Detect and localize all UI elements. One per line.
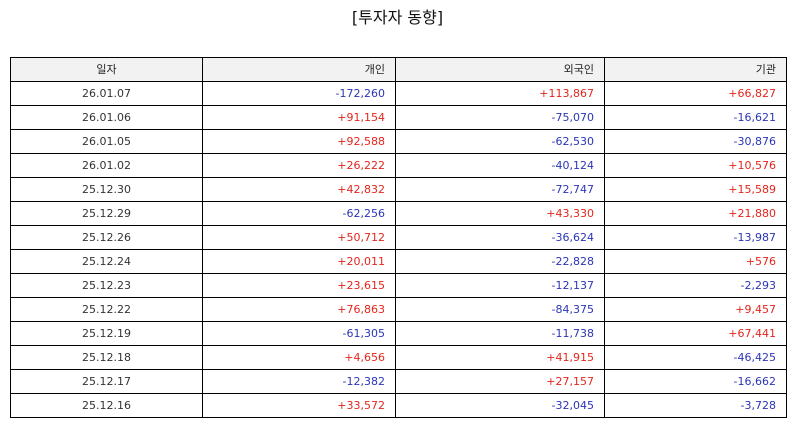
cell-foreign: -72,747 <box>395 177 605 202</box>
table-row: 25.12.30 +42,832 -72,747 +15,589 <box>10 177 787 202</box>
cell-foreign: -22,828 <box>395 249 605 274</box>
cell-foreign: +113,867 <box>395 81 605 106</box>
cell-individual: +33,572 <box>202 393 396 418</box>
cell-individual: -62,256 <box>202 201 396 226</box>
table-row: 25.12.18 +4,656 +41,915 -46,425 <box>10 345 787 370</box>
cell-date: 25.12.29 <box>10 201 203 226</box>
cell-date: 25.12.19 <box>10 321 203 346</box>
cell-date: 25.12.17 <box>10 369 203 394</box>
cell-foreign: +27,157 <box>395 369 605 394</box>
cell-institution: -16,621 <box>604 105 787 130</box>
page-title: [투자자 동향] <box>351 8 444 27</box>
cell-individual: +76,863 <box>202 297 396 322</box>
cell-foreign: -62,530 <box>395 129 605 154</box>
cell-institution: -30,876 <box>604 129 787 154</box>
cell-individual: -172,260 <box>202 81 396 106</box>
cell-individual: -61,305 <box>202 321 396 346</box>
cell-individual: +23,615 <box>202 273 396 298</box>
table-body: 26.01.07 -172,260 +113,867 +66,827 26.01.06 +… <box>10 81 787 418</box>
cell-foreign: -84,375 <box>395 297 605 322</box>
cell-date: 26.01.07 <box>10 81 203 106</box>
cell-individual: -12,382 <box>202 369 396 394</box>
cell-individual: +50,712 <box>202 225 396 250</box>
table-row: 25.12.24 +20,011 -22,828 +576 <box>10 249 787 274</box>
header-date: 일자 <box>10 57 203 82</box>
table-header-row: 일자 개인 외국인 기관 <box>10 57 787 82</box>
cell-institution: -13,987 <box>604 225 787 250</box>
table-row: 25.12.26 +50,712 -36,624 -13,987 <box>10 225 787 250</box>
cell-date: 25.12.30 <box>10 177 203 202</box>
cell-date: 25.12.16 <box>10 393 203 418</box>
table-row: 25.12.19 -61,305 -11,738 +67,441 <box>10 321 787 346</box>
cell-institution: -2,293 <box>604 273 787 298</box>
cell-individual: +91,154 <box>202 105 396 130</box>
cell-institution: +21,880 <box>604 201 787 226</box>
cell-foreign: -11,738 <box>395 321 605 346</box>
cell-date: 26.01.05 <box>10 129 203 154</box>
table-row: 26.01.02 +26,222 -40,124 +10,576 <box>10 153 787 178</box>
cell-foreign: -36,624 <box>395 225 605 250</box>
table-row: 26.01.06 +91,154 -75,070 -16,621 <box>10 105 787 130</box>
cell-individual: +26,222 <box>202 153 396 178</box>
table-row: 25.12.22 +76,863 -84,375 +9,457 <box>10 297 787 322</box>
table-row: 26.01.05 +92,588 -62,530 -30,876 <box>10 129 787 154</box>
cell-institution: -3,728 <box>604 393 787 418</box>
table-row: 25.12.16 +33,572 -32,045 -3,728 <box>10 393 787 418</box>
cell-date: 25.12.23 <box>10 273 203 298</box>
cell-individual: +20,011 <box>202 249 396 274</box>
cell-individual: +92,588 <box>202 129 396 154</box>
header-individual: 개인 <box>202 57 396 82</box>
cell-date: 25.12.22 <box>10 297 203 322</box>
cell-date: 25.12.26 <box>10 225 203 250</box>
cell-date: 25.12.18 <box>10 345 203 370</box>
investor-trend-table: 일자 개인 외국인 기관 26.01.07 -172,260 +113,867 +66… <box>10 57 787 418</box>
table-row: 25.12.29 -62,256 +43,330 +21,880 <box>10 201 787 226</box>
cell-foreign: +41,915 <box>395 345 605 370</box>
cell-institution: +66,827 <box>604 81 787 106</box>
cell-institution: +15,589 <box>604 177 787 202</box>
cell-foreign: -32,045 <box>395 393 605 418</box>
cell-institution: +10,576 <box>604 153 787 178</box>
cell-date: 26.01.02 <box>10 153 203 178</box>
cell-individual: +42,832 <box>202 177 396 202</box>
table-row: 26.01.07 -172,260 +113,867 +66,827 <box>10 81 787 106</box>
header-foreign: 외국인 <box>395 57 605 82</box>
cell-foreign: -12,137 <box>395 273 605 298</box>
cell-foreign: +43,330 <box>395 201 605 226</box>
cell-institution: +9,457 <box>604 297 787 322</box>
cell-institution: -16,662 <box>604 369 787 394</box>
cell-foreign: -40,124 <box>395 153 605 178</box>
cell-date: 25.12.24 <box>10 249 203 274</box>
cell-institution: +576 <box>604 249 787 274</box>
cell-foreign: -75,070 <box>395 105 605 130</box>
cell-institution: -46,425 <box>604 345 787 370</box>
cell-institution: +67,441 <box>604 321 787 346</box>
table-row: 25.12.23 +23,615 -12,137 -2,293 <box>10 273 787 298</box>
header-institution: 기관 <box>604 57 787 82</box>
table-row: 25.12.17 -12,382 +27,157 -16,662 <box>10 369 787 394</box>
cell-date: 26.01.06 <box>10 105 203 130</box>
cell-individual: +4,656 <box>202 345 396 370</box>
